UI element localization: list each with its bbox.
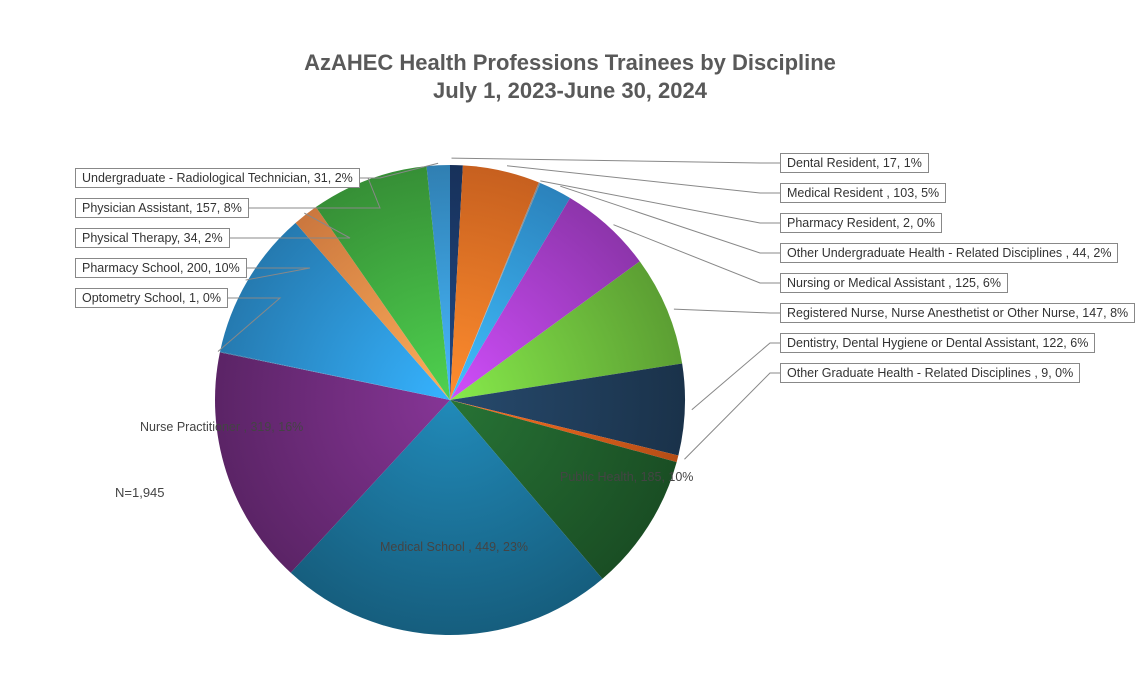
- callout-3: Pharmacy Resident, 2, 0%: [780, 213, 942, 233]
- internal-label-10: Medical School , 449, 23%: [380, 540, 528, 554]
- callout-15: Physician Assistant, 157, 8%: [75, 198, 249, 218]
- callout-12: Optometry School, 1, 0%: [75, 288, 228, 308]
- callout-4: Other Undergraduate Health - Related Dis…: [780, 243, 1118, 263]
- callout-6: Registered Nurse, Nurse Anesthetist or O…: [780, 303, 1135, 323]
- callout-5: Nursing or Medical Assistant , 125, 6%: [780, 273, 1008, 293]
- internal-label-11: Nurse Practitioner , 319, 16%: [140, 420, 303, 434]
- callout-2: Medical Resident , 103, 5%: [780, 183, 946, 203]
- sample-size-label: N=1,945: [115, 485, 165, 500]
- callout-1: Dental Resident, 17, 1%: [780, 153, 929, 173]
- internal-label-9: Public Health, 185, 10%: [560, 470, 693, 484]
- callout-13: Pharmacy School, 200, 10%: [75, 258, 247, 278]
- callout-0: Undergraduate - Radiological Technician,…: [75, 168, 360, 188]
- callout-14: Physical Therapy, 34, 2%: [75, 228, 230, 248]
- callout-7: Dentistry, Dental Hygiene or Dental Assi…: [780, 333, 1095, 353]
- callout-8: Other Graduate Health - Related Discipli…: [780, 363, 1080, 383]
